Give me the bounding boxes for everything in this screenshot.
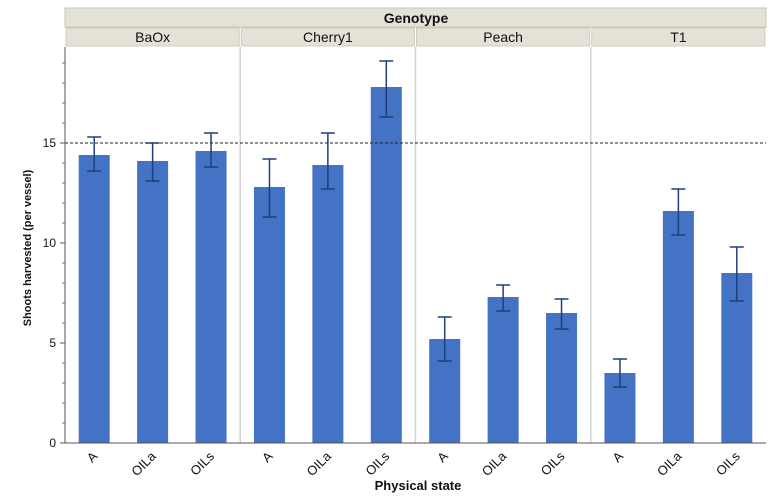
panel-label: Peach <box>483 29 523 45</box>
y-tick-label: 10 <box>43 236 57 250</box>
bar <box>137 161 169 443</box>
panel-label: Cherry1 <box>303 29 353 45</box>
bar <box>312 165 344 443</box>
bar <box>546 313 578 443</box>
x-axis-title: Physical state <box>375 478 462 493</box>
bar <box>662 211 694 443</box>
x-tick-label: A <box>84 448 101 465</box>
plot-area <box>65 47 766 443</box>
y-tick-label: 0 <box>49 436 56 450</box>
y-tick-label: 15 <box>43 136 57 150</box>
panel-header-cherry1 <box>240 27 415 47</box>
panel-header-baox <box>65 27 240 47</box>
x-tick-label: OILs <box>362 448 392 478</box>
genotype-header-band <box>64 7 767 28</box>
y-axis-title: Shoots harvested (per vessel) <box>22 169 34 326</box>
bar <box>78 155 110 443</box>
x-tick-label: OILa <box>654 448 685 479</box>
bar <box>487 297 519 443</box>
panel-header-peach <box>416 27 591 47</box>
x-tick-label: OILs <box>187 448 217 478</box>
bar <box>195 151 227 443</box>
bar <box>253 187 285 443</box>
x-tick-label: A <box>434 448 451 465</box>
x-tick-label: OILa <box>128 448 159 479</box>
x-tick-label: OILa <box>479 448 510 479</box>
panel-header-title: Genotype <box>384 10 449 26</box>
panel-label: T1 <box>670 29 687 45</box>
x-tick-label: A <box>259 448 276 465</box>
panel-headers: BaOx Cherry1 Peach T1 <box>64 7 767 47</box>
x-tick-label: OILs <box>713 448 743 478</box>
x-tick-label: A <box>609 448 626 465</box>
y-tick-label: 5 <box>49 336 56 350</box>
x-tick-label: OILa <box>303 448 334 479</box>
x-tick-label: OILs <box>538 448 568 478</box>
panel-header-t1 <box>591 27 766 47</box>
bar <box>370 87 402 443</box>
panel-label: BaOx <box>135 29 170 45</box>
